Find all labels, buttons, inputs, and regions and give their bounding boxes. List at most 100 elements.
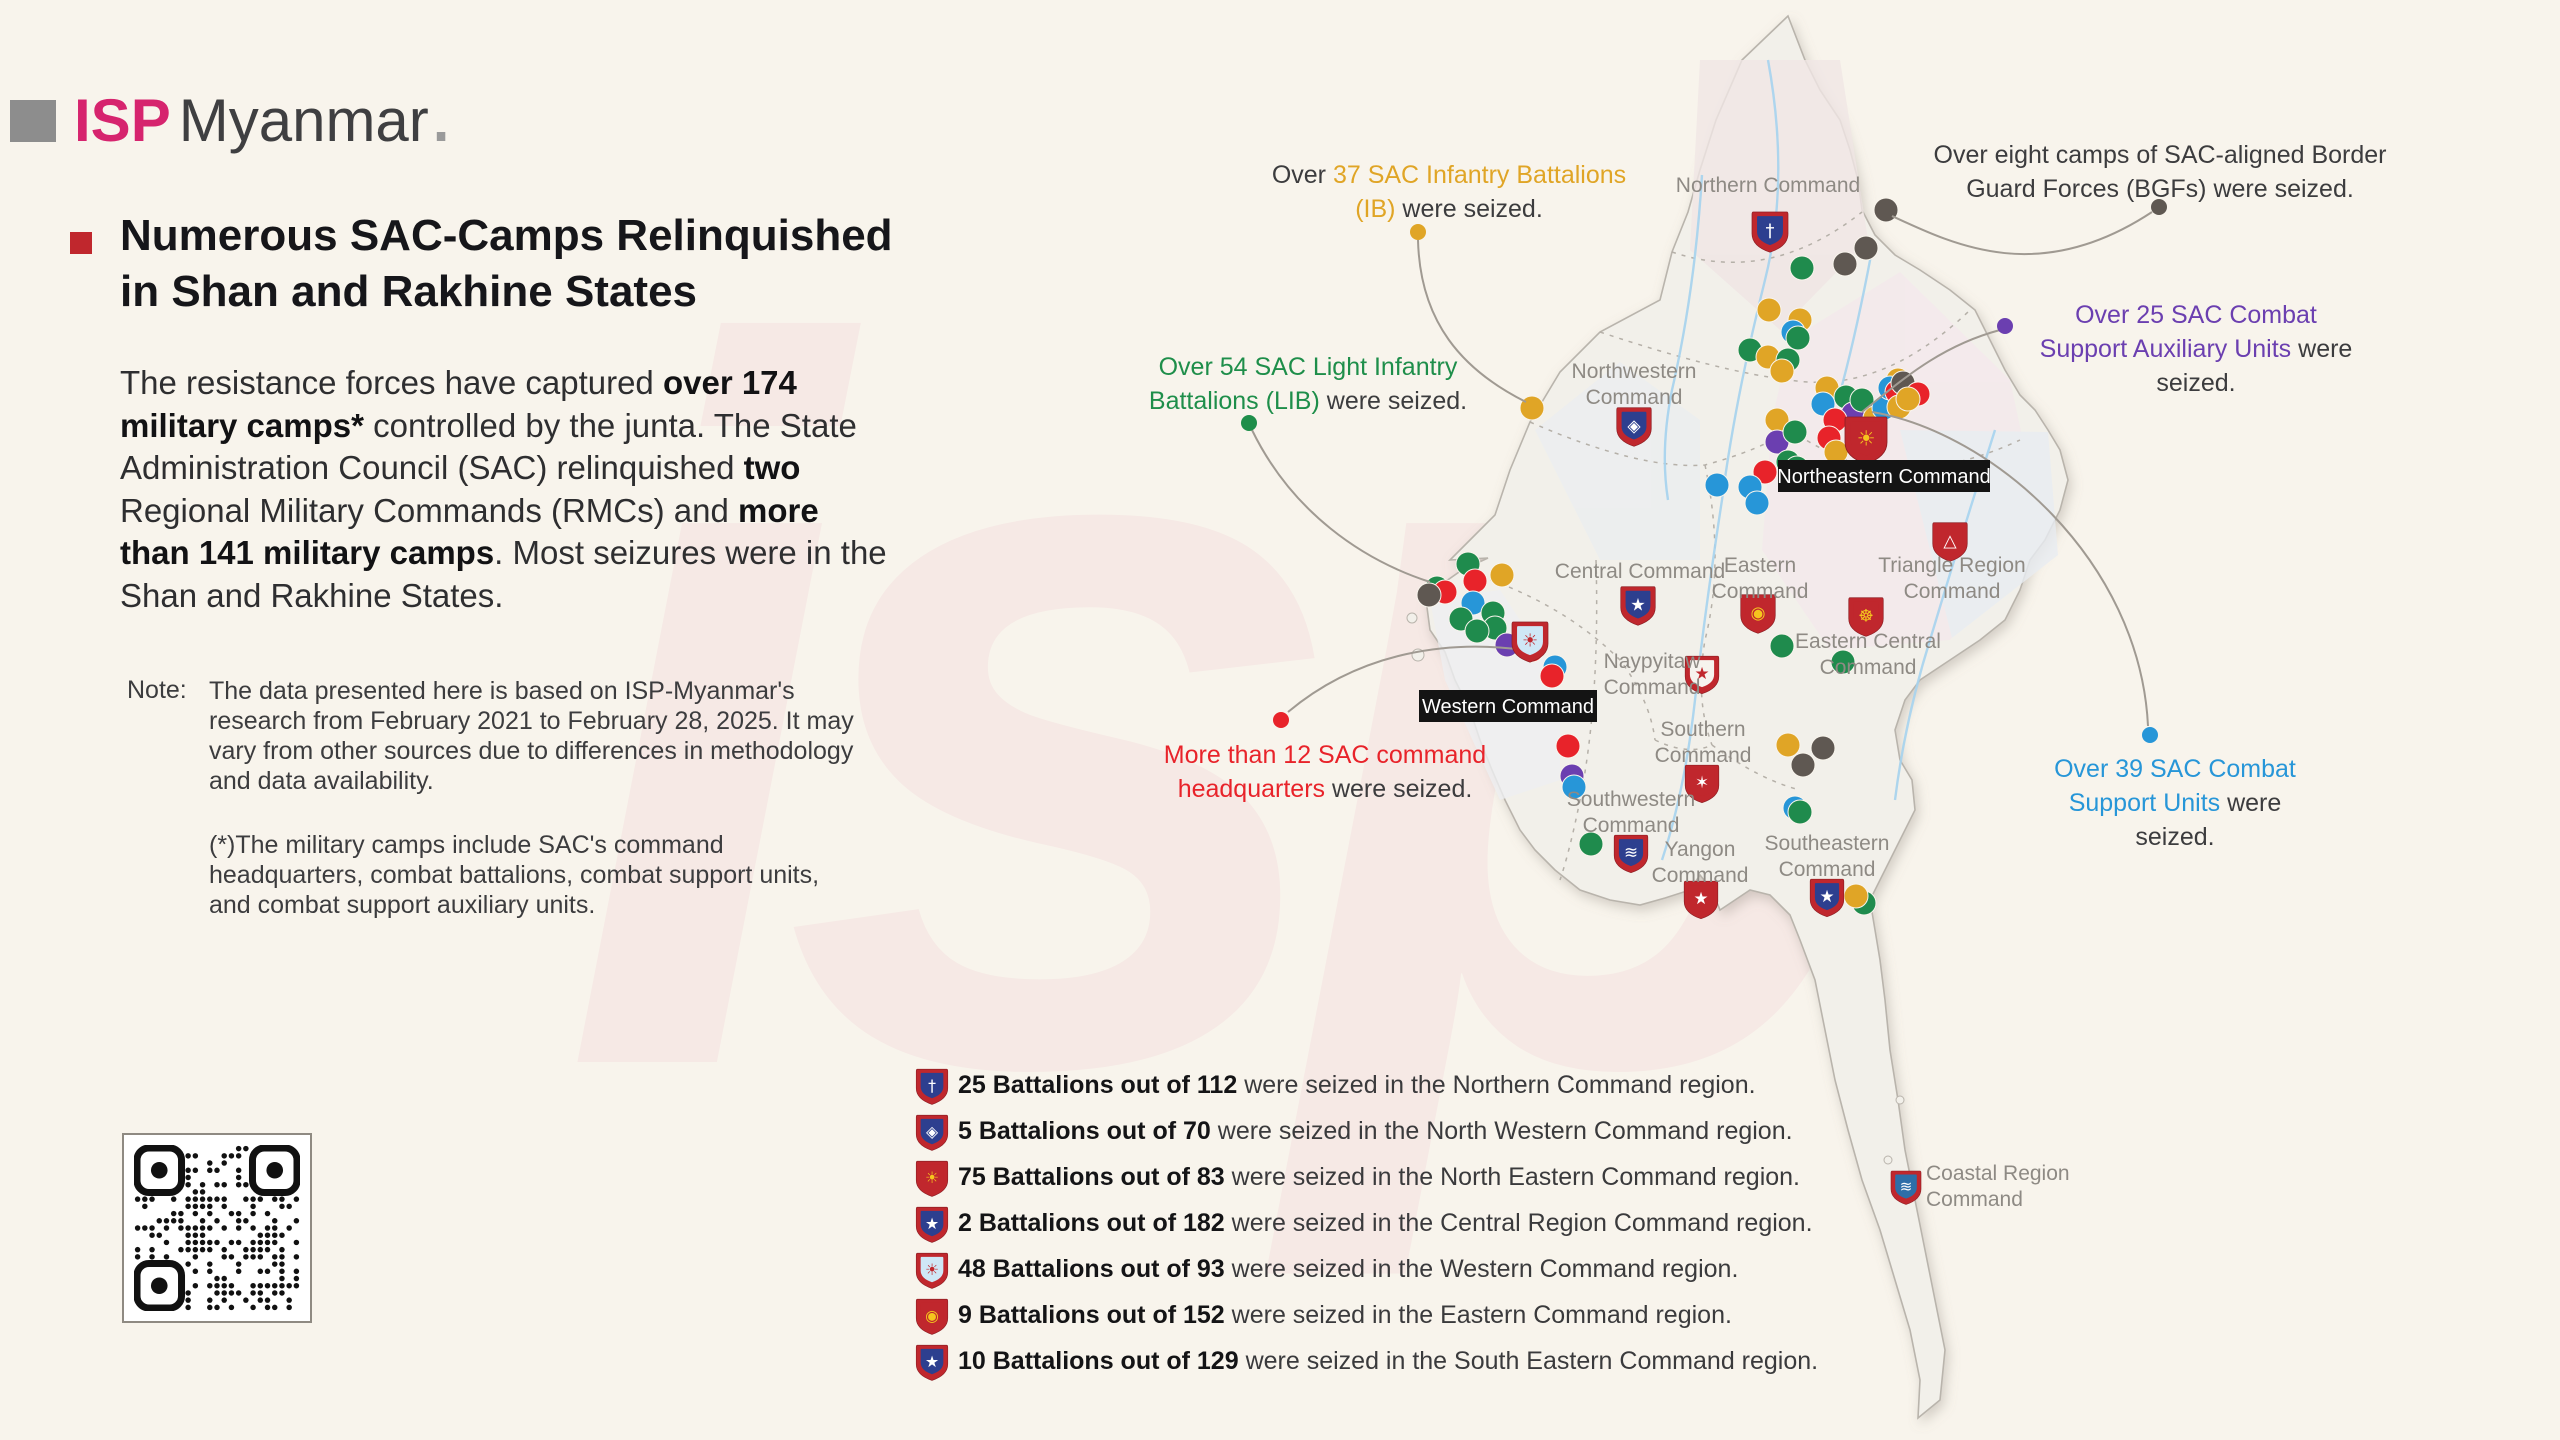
command-labels: Northern CommandNorthwesternCommandCentr… — [1555, 174, 2070, 1211]
svg-text:Northeastern Command: Northeastern Command — [1777, 466, 1990, 488]
svg-text:Southeastern: Southeastern — [1765, 832, 1890, 855]
callout-segment: were seized. — [1325, 775, 1473, 803]
svg-text:Command: Command — [1655, 744, 1752, 767]
legend-text: 10 Battalions out of 129 were seized in … — [958, 1346, 1819, 1375]
note-label: Note: — [127, 676, 187, 704]
command-badges: Northeastern Command Western Command — [1419, 460, 1991, 722]
svg-text:†: † — [1766, 221, 1775, 242]
note-body: The data presented here is based on ISP-… — [209, 676, 859, 920]
note-asterisk-text: (*)The military camps include SAC's comm… — [209, 831, 820, 919]
svg-text:Northwestern: Northwestern — [1572, 360, 1697, 383]
intro-bold-segment: two — [743, 449, 801, 486]
svg-text:Southwestern: Southwestern — [1567, 788, 1695, 811]
svg-text:✶: ✶ — [1695, 772, 1709, 792]
svg-text:Command: Command — [1926, 1188, 2023, 1211]
logo-myanmar-text: Myanmar — [178, 87, 429, 154]
callout-segment: Over — [1271, 161, 1333, 189]
southeastern-command-shield: ★ — [1809, 878, 1845, 918]
legend-text: 48 Battalions out of 93 were seized in t… — [958, 1254, 1739, 1283]
northern-command-shield: † — [1751, 211, 1789, 253]
legend-text: 9 Battalions out of 152 were seized in t… — [958, 1300, 1732, 1329]
intro-segment: Regional Military Commands (RMCs) and — [120, 491, 739, 529]
callout-segment: Over 54 SAC Light Infantry Battalions (L… — [1148, 353, 1458, 415]
legend-row: ◉ 9 Battalions out of 152 were seized in… — [912, 1292, 1818, 1338]
svg-text:☀: ☀ — [925, 1260, 939, 1279]
callout-combat-support-auxiliary: Over 25 SAC Combat Support Auxiliary Uni… — [2028, 298, 2364, 400]
legend-text: 25 Battalions out of 112 were seized in … — [958, 1070, 1756, 1099]
svg-text:Western Command: Western Command — [1422, 696, 1594, 718]
legend-row: ★ 2 Battalions out of 182 were seized in… — [912, 1200, 1818, 1246]
central-command-shield: ★ — [1620, 586, 1656, 626]
svg-text:☸: ☸ — [1858, 606, 1873, 626]
callout-infantry-battalions: Over 37 SAC Infantry Battalions (IB) wer… — [1258, 158, 1640, 226]
svg-text:Southern: Southern — [1660, 718, 1745, 741]
callout-connectors — [1251, 211, 2153, 727]
svg-text:★: ★ — [925, 1352, 939, 1371]
isp-myanmar-logo: ISP Myanmar . — [10, 86, 449, 155]
yangon-command-shield: ★ — [1683, 880, 1719, 920]
callout-segment: were seized. — [1319, 387, 1468, 415]
svg-text:Command: Command — [1779, 858, 1876, 881]
eastern-command-shield: ◉ — [1740, 594, 1776, 634]
logo-dot: . — [432, 87, 450, 154]
svg-text:Command: Command — [1712, 580, 1809, 603]
svg-text:★: ★ — [925, 1214, 939, 1233]
svg-text:Eastern Central: Eastern Central — [1795, 630, 1941, 653]
callout-segment: Over 25 SAC Combat Support Auxiliary Uni… — [2039, 301, 2317, 363]
svg-text:Eastern: Eastern — [1724, 554, 1796, 577]
command-shields: † ◈ ☀ ★ ☀ ◉ ☸ △ ★ ✶ ≋ — [1511, 211, 1968, 1205]
svg-text:◉: ◉ — [925, 1306, 939, 1325]
svg-text:≋: ≋ — [1900, 1178, 1913, 1196]
intro-paragraph: The resistance forces have captured over… — [120, 362, 890, 617]
svg-text:◈: ◈ — [926, 1122, 939, 1141]
svg-text:★: ★ — [1630, 595, 1645, 615]
intro-bold-segment: over 174 military camps* — [120, 364, 797, 444]
western-command-shield: ☀ — [1511, 621, 1549, 663]
qr-code — [122, 1133, 312, 1323]
page-title: Numerous SAC-Camps Relinquished in Shan … — [120, 208, 950, 320]
western-legend-shield: ☀ — [915, 1252, 949, 1289]
svg-text:†: † — [928, 1076, 936, 1095]
northern-command-shield-icon: † — [912, 1064, 952, 1106]
logo-isp-text: ISP — [74, 87, 171, 154]
svg-text:Triangle Region: Triangle Region — [1878, 554, 2025, 577]
note-block: Note: The data presented here is based o… — [127, 676, 867, 920]
intro-segment: controlled by the junta. The State Admin… — [120, 406, 857, 487]
central-command-shield-icon: ★ — [912, 1202, 952, 1244]
intro-bold-segment: more than 141 military camps — [120, 491, 819, 572]
legend-text: 75 Battalions out of 83 were seized in t… — [958, 1162, 1800, 1191]
northwestern-command-shield-icon: ◈ — [912, 1110, 952, 1152]
page-title-line1: Numerous SAC-Camps Relinquished — [120, 211, 893, 260]
northeastern-command-shield-icon: ☀ — [912, 1156, 952, 1198]
legend-row: ★ 10 Battalions out of 129 were seized i… — [912, 1338, 1818, 1384]
svg-text:☀: ☀ — [1522, 631, 1538, 652]
coastal-region-command-shield: ≋ — [1890, 1170, 1922, 1205]
legend-row: ◈ 5 Battalions out of 70 were seized in … — [912, 1108, 1818, 1154]
callout-dots — [1241, 199, 2167, 743]
svg-text:Naypyitaw: Naypyitaw — [1604, 650, 1702, 673]
eastern-command-shield-icon: ◉ — [912, 1294, 952, 1336]
callout-combat-support-units: Over 39 SAC Combat Support Units were se… — [2030, 752, 2320, 854]
legend: † 25 Battalions out of 112 were seized i… — [912, 1062, 1818, 1384]
legend-row: ☀ 48 Battalions out of 93 were seized in… — [912, 1246, 1818, 1292]
southeastern-legend-shield: ★ — [915, 1344, 949, 1381]
central-legend-shield: ★ — [915, 1206, 949, 1243]
callout-segment: were seized. — [2135, 789, 2282, 851]
headline-bullet — [70, 232, 92, 254]
southeastern-command-shield-icon: ★ — [912, 1340, 952, 1382]
rivers — [1660, 59, 1997, 861]
callout-segment: were seized. — [1395, 195, 1543, 223]
legend-row: † 25 Battalions out of 112 were seized i… — [912, 1062, 1818, 1108]
svg-text:Coastal Region: Coastal Region — [1926, 1162, 2070, 1185]
callout-light-infantry-battalions: Over 54 SAC Light Infantry Battalions (L… — [1133, 350, 1483, 418]
svg-text:Command: Command — [1652, 864, 1749, 887]
naypyitaw-command-shield: ★ — [1684, 655, 1720, 695]
callout-segment: Over eight camps of SAC-aligned Border G… — [1933, 141, 2387, 203]
svg-text:Command: Command — [1820, 656, 1917, 679]
southern-command-shield: ✶ — [1684, 764, 1720, 804]
svg-text:Command: Command — [1604, 676, 1701, 699]
callout-segment: More than 12 SAC command headquarters — [1163, 741, 1487, 803]
svg-text:Command: Command — [1586, 386, 1683, 409]
note-text: The data presented here is based on ISP-… — [209, 677, 854, 795]
